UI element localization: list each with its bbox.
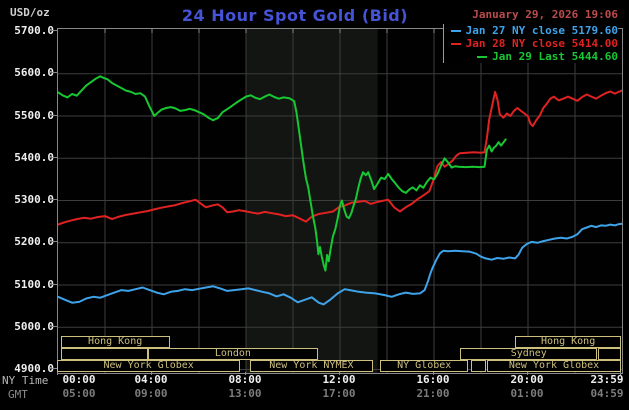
legend-dash-icon	[450, 42, 461, 45]
session-box-sydney: Sydney	[460, 348, 598, 360]
legend-dash-icon	[450, 29, 461, 32]
session-label: Sydney	[510, 349, 547, 359]
legend-item: Jan 29 Last 5444.60	[451, 50, 618, 63]
y-axis-label: 5100.0	[14, 277, 54, 291]
y-axis-label: 5300.0	[14, 193, 54, 206]
x-axis-label-ny: 04:00	[134, 373, 168, 386]
session-label: NY Globex	[397, 361, 452, 371]
legend-item: Jan 28 NY close 5414.00	[450, 37, 618, 50]
x-axis-label-ny: 20:00	[510, 373, 544, 386]
x-axis-tick	[620, 372, 622, 375]
x-axis-label-ny: 00:00	[62, 373, 96, 386]
ny-time-axis-label: NY Time	[2, 374, 49, 387]
session-box	[60, 348, 148, 360]
x-axis-label-ny: 08:00	[228, 373, 262, 386]
legend-label: Jan 28 NY close 5414.00	[465, 37, 618, 50]
price-line-1	[57, 89, 623, 226]
session-box-new-york-globex: New York Globex	[57, 360, 241, 372]
x-axis-tick	[432, 372, 434, 375]
x-axis-label-gmt: 09:00	[134, 387, 168, 400]
x-axis-tick	[526, 372, 528, 375]
y-axis-tick	[52, 114, 57, 116]
session-box	[470, 360, 486, 372]
y-axis-label: 5200.0	[14, 235, 54, 249]
session-box-hong-kong: Hong Kong	[515, 336, 621, 348]
x-axis-label-gmt: 04:59	[590, 387, 624, 400]
y-axis-tick	[52, 283, 57, 285]
x-axis-tick	[56, 372, 58, 375]
y-axis-label: 4900.0	[14, 362, 54, 375]
x-axis-label-gmt: 17:00	[322, 387, 356, 400]
x-axis-tick	[150, 372, 152, 375]
x-axis-label-gmt: 13:00	[228, 387, 262, 400]
session-label: New York Globex	[508, 361, 600, 371]
y-axis-label: 5400.0	[14, 150, 54, 164]
y-axis-tick	[52, 199, 57, 200]
x-axis-label-ny: 12:00	[322, 373, 356, 386]
session-box	[597, 348, 621, 360]
y-axis-tick	[52, 156, 57, 158]
price-lines-canvas	[57, 29, 623, 373]
x-axis-tick	[338, 372, 340, 375]
x-axis-label-ny: 23:59	[590, 373, 624, 386]
y-axis-tick	[52, 72, 57, 74]
page-title: 24 Hour Spot Gold (Bid)	[181, 6, 409, 25]
legend-label: Jan 27 NY close 5179.60	[465, 24, 618, 37]
y-axis-tick	[52, 325, 57, 327]
y-axis-tick	[52, 30, 57, 31]
plot-area	[57, 28, 623, 374]
session-label: New York NYMEX	[269, 361, 354, 371]
legend-dash-icon	[477, 55, 488, 58]
y-axis-label: 5500.0	[14, 108, 54, 122]
legend: Jan 27 NY close 5179.60 Jan 28 NY close 5…	[442, 24, 618, 63]
legend-item: Jan 27 NY close 5179.60	[450, 24, 618, 37]
x-axis-label-gmt: 05:00	[62, 387, 96, 400]
x-axis-label-ny: 16:00	[416, 373, 450, 386]
session-label: Hong Kong	[88, 337, 143, 347]
x-axis-tick	[244, 372, 246, 375]
session-box-new-york-globex: New York Globex	[487, 360, 621, 372]
session-box-london: London	[147, 348, 318, 360]
unit-label: USD/oz	[10, 6, 50, 19]
x-axis-label-gmt: 21:00	[416, 387, 450, 400]
session-box-hong-kong: Hong Kong	[60, 336, 170, 348]
session-label: London	[214, 349, 251, 359]
y-axis-label: 5000.0	[14, 319, 54, 333]
y-axis-label: 5600.0	[14, 66, 54, 80]
y-axis-tick	[52, 368, 57, 369]
price-line-0	[57, 222, 623, 306]
gmt-axis-label: GMT	[8, 388, 28, 401]
x-axis-label-gmt: 01:00	[510, 387, 544, 400]
y-axis-tick	[52, 241, 57, 243]
y-axis-label: 5700.0	[14, 24, 54, 37]
session-box-new-york-nymex: New York NYMEX	[249, 360, 374, 372]
legend-label: Jan 29 Last 5444.60	[492, 50, 618, 63]
price-line-2	[57, 75, 507, 272]
session-box-ny-globex: NY Globex	[380, 360, 469, 372]
chart-datetime: January 29, 2026 19:06	[472, 8, 618, 21]
session-label: Hong Kong	[541, 337, 596, 347]
session-label: New York Globex	[103, 361, 194, 371]
